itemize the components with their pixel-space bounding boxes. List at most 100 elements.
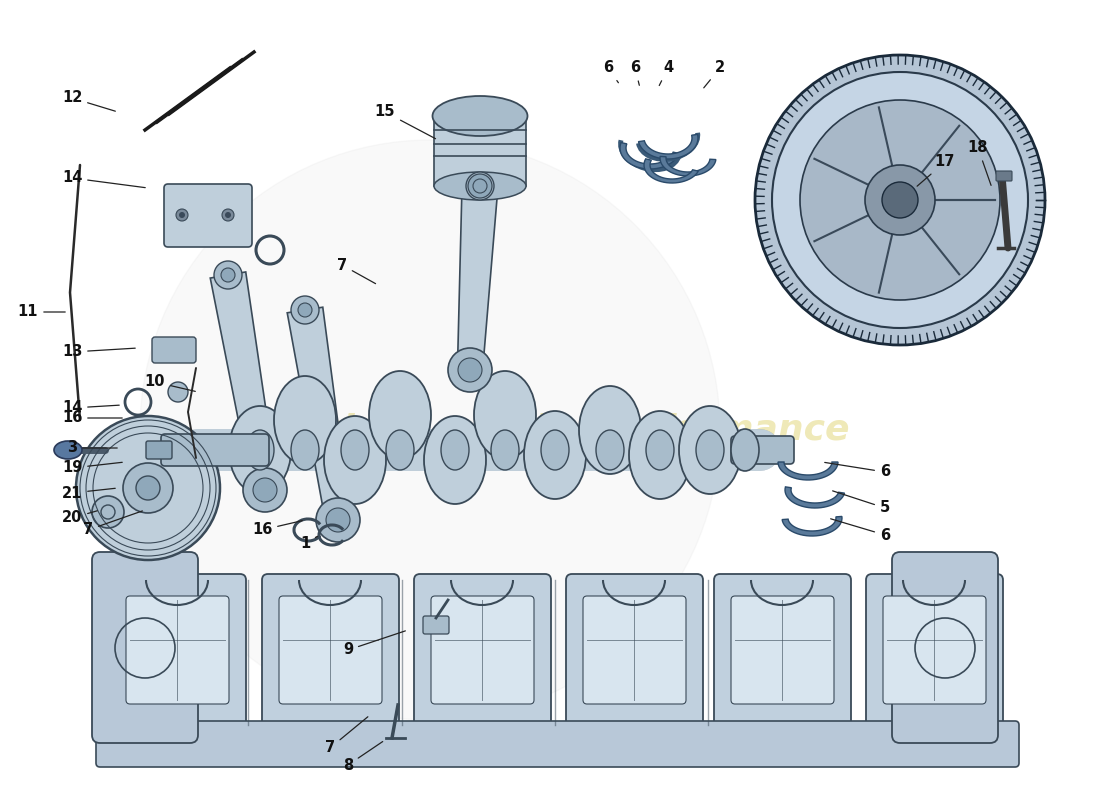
FancyBboxPatch shape xyxy=(424,616,449,634)
Text: 9: 9 xyxy=(343,631,406,658)
Text: 1: 1 xyxy=(300,535,318,550)
Text: 12: 12 xyxy=(62,90,116,111)
Circle shape xyxy=(468,174,492,198)
Text: 21: 21 xyxy=(62,486,116,501)
Polygon shape xyxy=(638,134,698,159)
FancyBboxPatch shape xyxy=(431,596,534,704)
Circle shape xyxy=(92,496,124,528)
Polygon shape xyxy=(287,307,351,522)
Circle shape xyxy=(458,358,482,382)
Circle shape xyxy=(136,476,160,500)
Polygon shape xyxy=(782,517,842,536)
FancyBboxPatch shape xyxy=(434,116,526,186)
Polygon shape xyxy=(785,487,845,508)
Ellipse shape xyxy=(679,406,741,494)
FancyBboxPatch shape xyxy=(566,574,703,741)
Circle shape xyxy=(473,179,487,193)
Circle shape xyxy=(123,463,173,513)
FancyBboxPatch shape xyxy=(732,436,794,464)
Text: 6: 6 xyxy=(630,61,640,86)
Ellipse shape xyxy=(579,386,641,474)
Circle shape xyxy=(800,100,1000,300)
Ellipse shape xyxy=(524,411,586,499)
Text: 13: 13 xyxy=(62,345,135,359)
Ellipse shape xyxy=(732,429,759,471)
Ellipse shape xyxy=(596,430,624,470)
Ellipse shape xyxy=(424,416,486,504)
FancyBboxPatch shape xyxy=(161,434,270,466)
FancyBboxPatch shape xyxy=(92,552,198,743)
FancyBboxPatch shape xyxy=(164,184,252,247)
FancyBboxPatch shape xyxy=(732,596,834,704)
Circle shape xyxy=(214,261,242,289)
Ellipse shape xyxy=(274,376,336,464)
Text: 16: 16 xyxy=(252,521,302,538)
Ellipse shape xyxy=(646,430,674,470)
Ellipse shape xyxy=(491,430,519,470)
Text: 18: 18 xyxy=(968,141,991,186)
Ellipse shape xyxy=(54,441,82,459)
Text: 7: 7 xyxy=(82,511,142,538)
Ellipse shape xyxy=(629,411,691,499)
Text: 17: 17 xyxy=(917,154,955,186)
Circle shape xyxy=(168,382,188,402)
Circle shape xyxy=(865,165,935,235)
Circle shape xyxy=(882,182,918,218)
FancyBboxPatch shape xyxy=(279,596,382,704)
Circle shape xyxy=(298,303,312,317)
Circle shape xyxy=(243,468,287,512)
FancyBboxPatch shape xyxy=(126,596,229,704)
Text: 7: 7 xyxy=(324,717,367,755)
FancyBboxPatch shape xyxy=(883,596,986,704)
Text: 4: 4 xyxy=(659,61,673,86)
Text: 14: 14 xyxy=(62,170,145,188)
Circle shape xyxy=(326,508,350,532)
FancyBboxPatch shape xyxy=(866,574,1003,741)
Text: passione per la performance: passione per la performance xyxy=(250,413,850,447)
Text: 5: 5 xyxy=(833,491,890,515)
FancyBboxPatch shape xyxy=(152,337,196,363)
Ellipse shape xyxy=(229,406,292,494)
Text: 19: 19 xyxy=(62,461,122,475)
Polygon shape xyxy=(778,462,838,480)
Text: 10: 10 xyxy=(145,374,196,391)
FancyBboxPatch shape xyxy=(96,721,1019,767)
Circle shape xyxy=(466,172,494,200)
Circle shape xyxy=(253,478,277,502)
Ellipse shape xyxy=(341,430,368,470)
Polygon shape xyxy=(458,185,498,370)
Ellipse shape xyxy=(541,430,569,470)
Ellipse shape xyxy=(696,430,724,470)
Ellipse shape xyxy=(368,371,431,459)
Ellipse shape xyxy=(386,430,414,470)
Text: 2: 2 xyxy=(704,61,725,88)
FancyBboxPatch shape xyxy=(996,171,1012,181)
Text: 7: 7 xyxy=(337,258,375,284)
Circle shape xyxy=(179,212,185,218)
Circle shape xyxy=(176,209,188,221)
Text: 8: 8 xyxy=(343,742,383,773)
Text: 15: 15 xyxy=(375,105,436,138)
Text: 14: 14 xyxy=(62,401,119,415)
Polygon shape xyxy=(620,142,679,169)
Ellipse shape xyxy=(441,430,469,470)
Circle shape xyxy=(221,268,235,282)
Text: 20: 20 xyxy=(62,510,97,526)
Ellipse shape xyxy=(246,430,274,470)
Ellipse shape xyxy=(292,430,319,470)
Ellipse shape xyxy=(434,172,526,200)
Text: 16: 16 xyxy=(62,410,122,426)
Text: 6: 6 xyxy=(830,518,890,542)
FancyBboxPatch shape xyxy=(146,441,172,459)
Circle shape xyxy=(140,140,720,720)
Text: 6: 6 xyxy=(603,61,618,82)
FancyBboxPatch shape xyxy=(414,574,551,741)
Ellipse shape xyxy=(432,96,528,136)
Circle shape xyxy=(316,498,360,542)
FancyBboxPatch shape xyxy=(262,574,399,741)
Ellipse shape xyxy=(474,371,536,459)
Circle shape xyxy=(76,416,220,560)
Circle shape xyxy=(772,72,1028,328)
FancyBboxPatch shape xyxy=(109,574,246,741)
Polygon shape xyxy=(660,157,716,176)
